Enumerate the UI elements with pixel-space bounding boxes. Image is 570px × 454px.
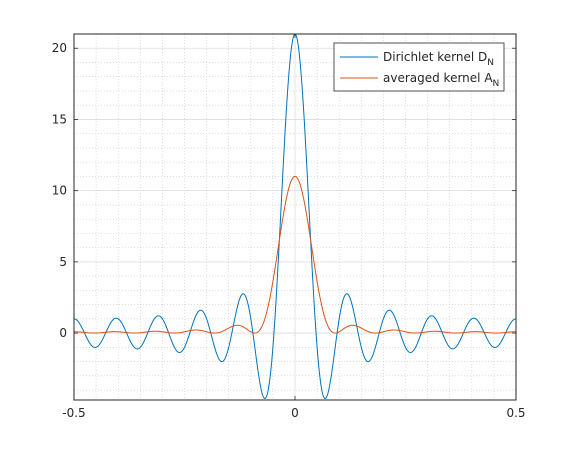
tick-labels: -0.5 0 0.5 0 5 10 15 20 (52, 41, 526, 420)
legend-entry-averaged: averaged kernel AN (383, 71, 499, 89)
x-tick-label: 0 (291, 406, 299, 420)
series-line-averaged (74, 175, 516, 334)
x-tick-label: -0.5 (62, 406, 85, 420)
minor-grid (74, 33, 516, 400)
legend: Dirichlet kernel DN averaged kernel AN (333, 42, 505, 92)
y-tick-label: 10 (52, 184, 67, 198)
y-tick-label: 20 (52, 41, 67, 55)
y-tick-label: 15 (52, 112, 67, 126)
ticks (73, 34, 517, 400)
x-tick-label: 0.5 (506, 406, 525, 420)
series-line-dirichlet (74, 34, 516, 400)
y-tick-label: 0 (59, 326, 67, 340)
legend-box (333, 42, 505, 92)
y-tick-label: 5 (59, 255, 67, 269)
legend-entry-dirichlet: Dirichlet kernel DN (383, 50, 494, 68)
series-layer (74, 34, 516, 400)
